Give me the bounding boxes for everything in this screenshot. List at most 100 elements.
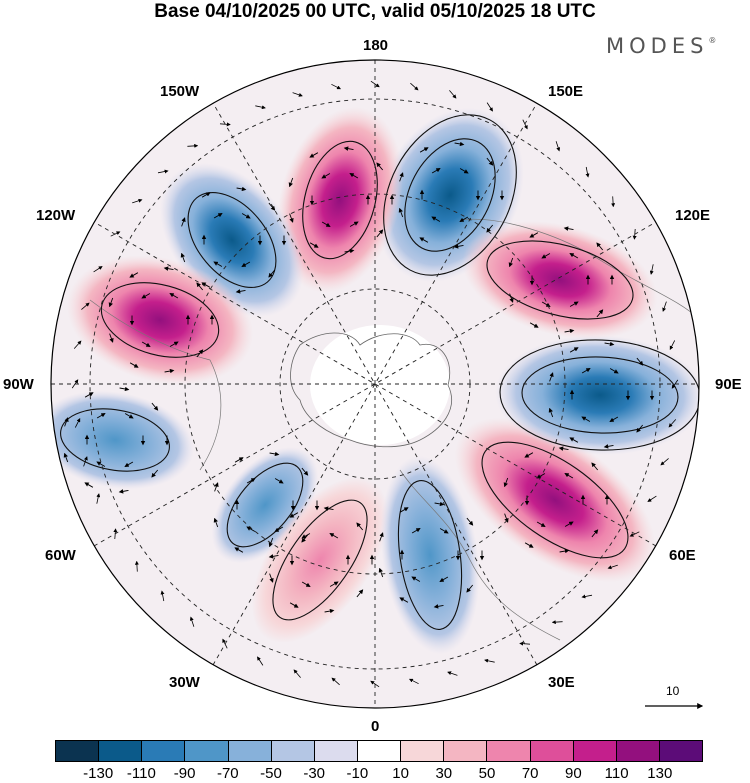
- colorbar-swatch: [616, 741, 660, 761]
- wind-vector: [419, 237, 429, 243]
- contour-pos-west: [100, 282, 220, 358]
- wind-vector: [454, 141, 465, 147]
- wind-vector: [96, 493, 101, 504]
- wind-vector: [581, 594, 593, 599]
- wind-vector: [356, 589, 364, 598]
- colorbar-swatch: [444, 741, 488, 761]
- wind-vector: [636, 357, 644, 366]
- wind-vector: [64, 417, 69, 427]
- wind-vector: [509, 293, 514, 303]
- wind-vector: [257, 656, 264, 666]
- wind-vector: [609, 368, 619, 374]
- brand-logo: MODES®: [606, 34, 716, 58]
- wind-vector: [234, 457, 244, 463]
- anomaly-pos-west: [66, 255, 254, 385]
- wind-vector: [668, 419, 677, 428]
- wind-vector: [151, 402, 159, 411]
- wind-vector: [288, 177, 294, 188]
- polar-ice-region: [310, 325, 450, 445]
- wind-vector: [349, 221, 359, 227]
- colorbar: [55, 740, 703, 762]
- wind-vector: [289, 602, 299, 608]
- wind-vector: [524, 452, 534, 458]
- wind-vector: [301, 533, 311, 539]
- wind-vector: [399, 507, 409, 513]
- wind-vector: [84, 392, 94, 398]
- wind-vector: [508, 257, 514, 268]
- wind-vector: [459, 216, 469, 222]
- wind-vector: [408, 678, 419, 685]
- wind-vector: [180, 252, 186, 263]
- wind-vector: [160, 590, 165, 602]
- wind-vector: [439, 576, 449, 582]
- anomaly-neg-west: [51, 390, 195, 490]
- wind-vector: [596, 309, 604, 318]
- wind-vector: [433, 604, 444, 609]
- wind-vector: [378, 567, 384, 578]
- colorbar-tick-label: -70: [216, 765, 239, 782]
- wind-vector: [486, 224, 494, 233]
- anomaly-pos-southeast: [454, 417, 656, 583]
- contour-pos-southeast: [481, 441, 629, 559]
- wind-vector: [563, 226, 574, 231]
- colorbar-tick-label: 90: [565, 765, 582, 782]
- wind-vector: [134, 560, 139, 572]
- wind-vector: [124, 413, 134, 419]
- colorbar-swatch: [487, 741, 531, 761]
- lon-label-150w: 150W: [160, 83, 200, 100]
- wind-vector: [459, 168, 469, 174]
- wind-vector: [323, 506, 334, 511]
- brand-name: MODES: [606, 34, 709, 58]
- wind-vector: [549, 372, 554, 382]
- wind-vector: [329, 533, 339, 539]
- wind-vector: [331, 83, 342, 90]
- colorbar-tick-label: -10: [346, 765, 369, 782]
- land-outline: [290, 332, 453, 448]
- wind-vector: [529, 322, 539, 328]
- wind-vector: [201, 192, 211, 198]
- colorbar-swatch: [142, 741, 186, 761]
- anomaly-pos-northeast: [462, 220, 658, 340]
- wind-vector: [343, 146, 354, 151]
- wind-vector: [292, 92, 303, 97]
- wind-vector: [564, 328, 575, 334]
- wind-vector: [609, 416, 619, 422]
- wind-vector: [569, 437, 579, 443]
- wind-vector: [636, 424, 644, 433]
- contour-neg-east-outer: [499, 339, 699, 451]
- wind-vector: [453, 244, 464, 249]
- contour-neg-west: [60, 408, 170, 472]
- wind-vector: [486, 102, 493, 112]
- wind-vector: [96, 413, 106, 419]
- polar-map: [50, 59, 700, 709]
- wind-vector: [93, 266, 103, 273]
- wind-vector: [164, 368, 175, 374]
- wind-vector: [399, 597, 409, 603]
- contour-neg-southwest: [226, 462, 304, 548]
- wind-vector: [255, 105, 266, 110]
- wind-vector: [268, 554, 279, 559]
- wind-vector: [163, 266, 174, 271]
- wind-vector: [647, 495, 657, 502]
- wind-vector: [344, 248, 355, 254]
- wind-vector: [246, 526, 256, 532]
- wind-vector: [108, 297, 114, 308]
- lon-label-60w: 60W: [45, 547, 76, 564]
- anomaly-neg-south: [380, 455, 480, 655]
- wind-vector: [604, 341, 615, 347]
- wind-vector: [301, 534, 309, 543]
- wind-vector: [246, 478, 256, 484]
- anomaly-pos-north: [277, 106, 403, 294]
- wind-vector: [503, 477, 509, 488]
- lon-label-180: 180: [363, 37, 389, 54]
- wind-vector: [349, 173, 359, 179]
- wind-vector: [132, 198, 143, 204]
- wind-vector: [439, 528, 449, 534]
- colorbar-swatch: [659, 741, 703, 761]
- wind-vector: [269, 573, 274, 583]
- wind-vector: [321, 221, 331, 227]
- wind-vector: [268, 269, 276, 278]
- wind-vector: [309, 152, 319, 158]
- colorbar-tick-label: 130: [647, 765, 673, 782]
- map-border: [50, 59, 700, 709]
